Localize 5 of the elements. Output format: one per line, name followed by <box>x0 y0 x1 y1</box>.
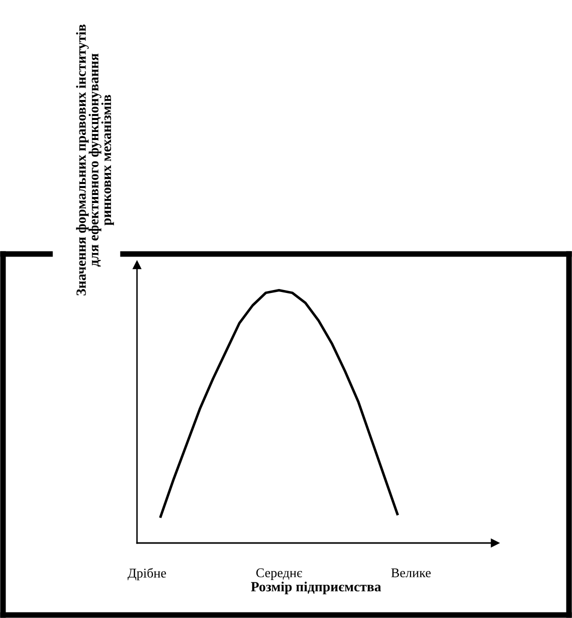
x-axis-title: Розмір підприємства <box>250 582 382 594</box>
y-axis-title: Значення формальних правових інститутів для ефективного функціонування ринкових механізмів <box>76 24 114 296</box>
x-tick-label: Велике <box>391 568 431 578</box>
x-tick-label: Середнє <box>256 568 302 580</box>
x-tick-label: Дрібне <box>128 568 166 580</box>
